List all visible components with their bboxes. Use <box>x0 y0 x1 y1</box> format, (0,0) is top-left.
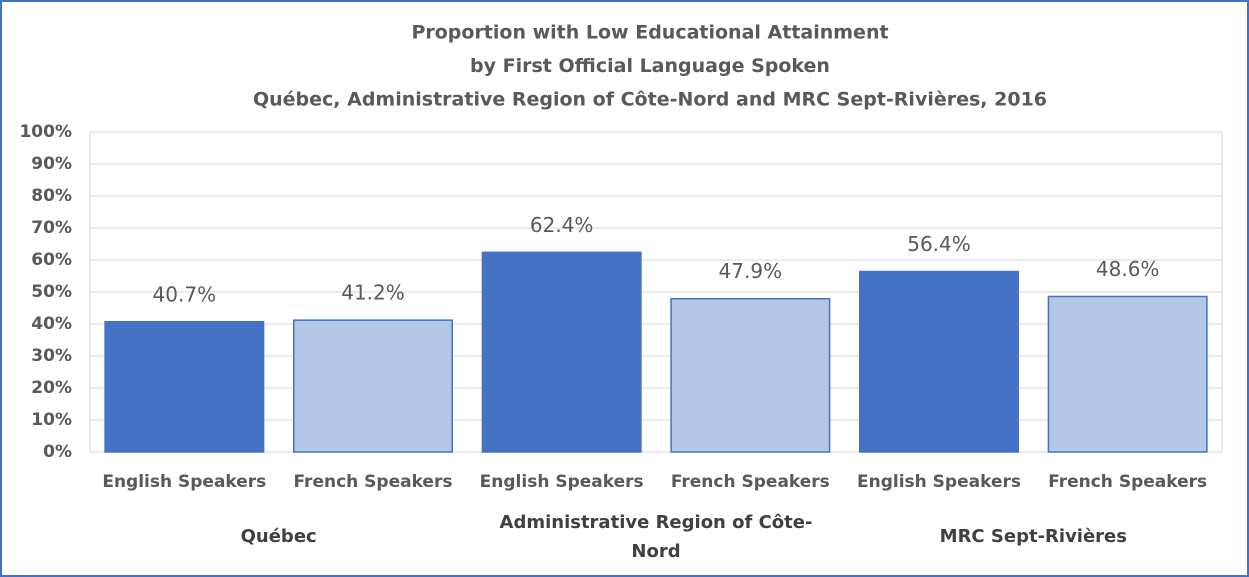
value-label: 47.9% <box>719 259 783 283</box>
bar <box>104 321 265 453</box>
value-label: 41.2% <box>341 281 405 305</box>
y-tick-label: 90% <box>31 154 72 174</box>
value-label: 40.7% <box>153 282 217 306</box>
group-label: Québec <box>240 526 317 547</box>
chart-title: by First Official Language Spoken <box>470 55 830 77</box>
value-label: 48.6% <box>1096 257 1160 281</box>
x-tick-label: French Speakers <box>1048 472 1207 492</box>
y-tick-label: 100% <box>19 122 72 142</box>
x-tick-label: English Speakers <box>102 472 266 492</box>
y-tick-label: 10% <box>31 410 72 430</box>
y-tick-label: 30% <box>31 346 72 366</box>
x-tick-label: English Speakers <box>857 472 1021 492</box>
group-label: MRC Sept-Rivières <box>939 526 1127 547</box>
bar <box>293 319 453 453</box>
chart-title: Québec, Administrative Region of Côte-No… <box>253 89 1047 111</box>
bar <box>1047 295 1208 453</box>
y-tick-label: 80% <box>31 186 72 206</box>
value-label: 56.4% <box>907 232 971 256</box>
bar <box>481 251 642 453</box>
y-tick-label: 0% <box>43 442 72 462</box>
group-label: Administrative Region of Côte-Nord <box>499 512 813 562</box>
x-tick-label: English Speakers <box>480 472 644 492</box>
y-tick-label: 20% <box>31 378 72 398</box>
y-tick-label: 60% <box>31 250 72 270</box>
bar <box>859 270 1019 453</box>
y-tick-label: 40% <box>31 314 72 334</box>
y-tick-label: 70% <box>31 218 72 238</box>
bar <box>670 297 831 453</box>
x-tick-label: French Speakers <box>294 472 453 492</box>
value-label: 62.4% <box>530 213 594 237</box>
x-tick-label: French Speakers <box>671 472 830 492</box>
y-tick-label: 50% <box>31 282 72 302</box>
chart-title: Proportion with Low Educational Attainme… <box>411 22 888 44</box>
